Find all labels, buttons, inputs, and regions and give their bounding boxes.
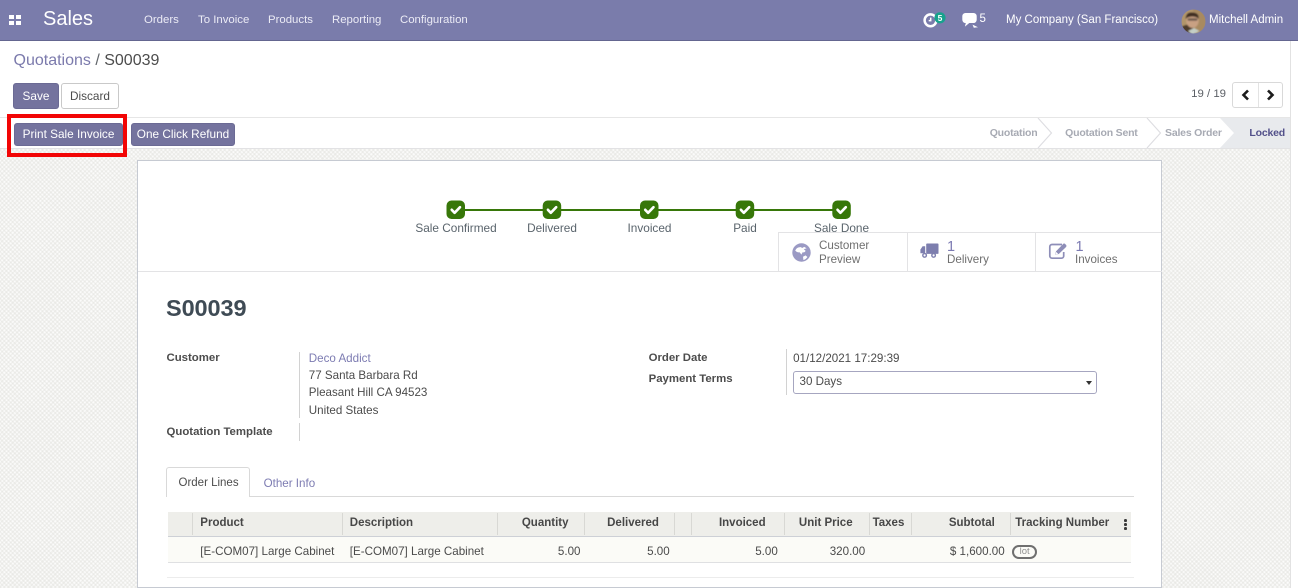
svg-text:5: 5 bbox=[938, 13, 943, 23]
